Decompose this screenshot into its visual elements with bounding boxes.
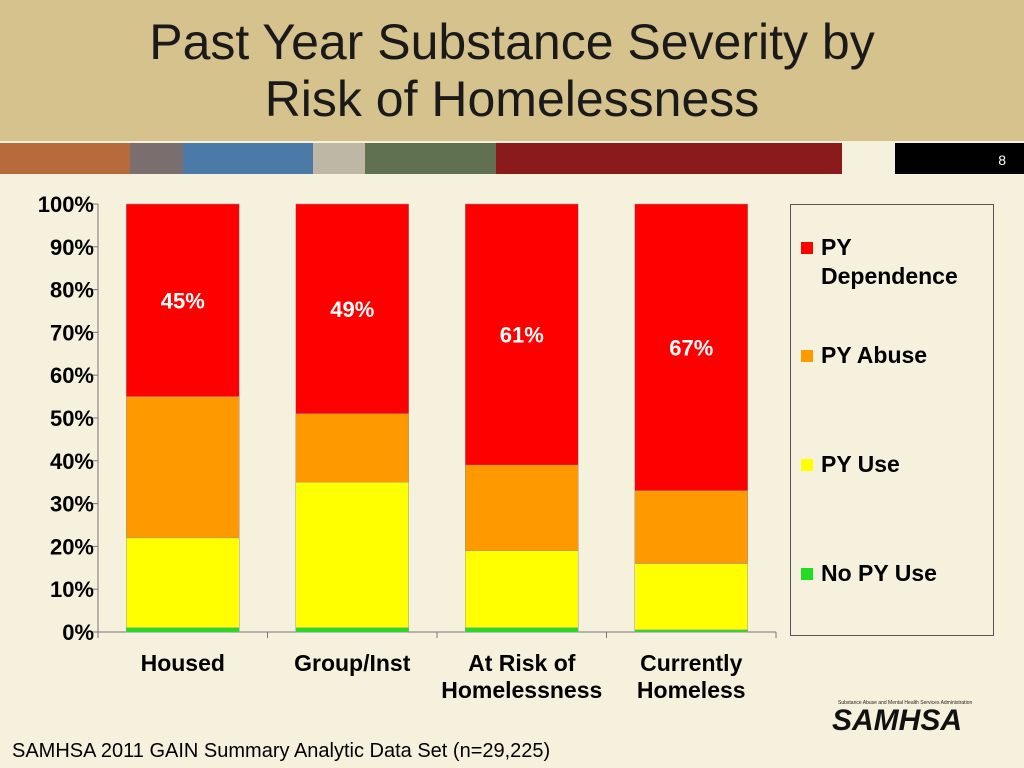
y-tick-label: 30% — [50, 492, 94, 517]
y-tick-label: 20% — [50, 534, 94, 559]
strip — [496, 143, 842, 174]
logo: SAMHSA — [832, 704, 963, 737]
bar-segment — [465, 627, 579, 633]
value-label: 67% — [669, 335, 713, 360]
legend-swatch — [801, 568, 813, 580]
y-tick-label: 50% — [50, 406, 94, 431]
legend-label: PY Abuse — [821, 342, 928, 368]
legend-swatch — [801, 242, 813, 254]
strip — [313, 143, 365, 174]
legend-item: PY Dependence — [801, 233, 991, 291]
page-number: 8 — [895, 143, 1024, 174]
bar-segment — [126, 396, 240, 539]
y-tick-label: 90% — [50, 235, 94, 260]
legend-label: PY Dependence — [821, 234, 958, 289]
value-label: 49% — [330, 297, 374, 322]
y-tick-label: 70% — [50, 320, 94, 345]
bar-segment — [634, 490, 748, 564]
footnote: SAMHSA 2011 GAIN Summary Analytic Data S… — [12, 740, 551, 762]
legend-item: PY Abuse — [801, 341, 991, 370]
bar-segment — [465, 464, 579, 551]
logo-caption: Substance Abuse and Mental Health Servic… — [838, 700, 973, 706]
bar-segment — [465, 203, 579, 466]
strip — [183, 143, 313, 174]
bar-segment — [295, 481, 409, 628]
x-tick-label: At Risk of Homelessness — [441, 650, 603, 703]
legend-label: PY Use — [821, 451, 900, 477]
bar-segment — [634, 563, 748, 631]
bar-segment — [126, 627, 240, 633]
legend-item: No PY Use — [801, 559, 991, 588]
title-band: Past Year Substance Severity by Risk of … — [0, 0, 1024, 141]
bar-segment — [295, 203, 409, 414]
y-tick-label: 80% — [50, 278, 94, 303]
x-tick-label: Housed — [140, 650, 225, 676]
strip — [130, 143, 183, 174]
bar-segment — [295, 413, 409, 483]
bar-segment — [295, 627, 409, 633]
chart-title: Past Year Substance Severity by Risk of … — [149, 14, 875, 127]
legend: PY Dependence PY Abuse PY Use No PY Use — [790, 204, 994, 636]
bar-segment — [126, 537, 240, 628]
y-tick-label: 40% — [50, 449, 94, 474]
y-tick-label: 100% — [38, 192, 94, 217]
x-tick-label: Currently Homeless — [636, 650, 746, 703]
legend-label: No PY Use — [821, 560, 937, 586]
legend-swatch — [801, 350, 813, 362]
y-tick-label: 60% — [50, 363, 94, 388]
legend-swatch — [801, 459, 813, 471]
strip — [365, 143, 496, 174]
bar-segment — [634, 629, 748, 633]
value-label: 45% — [161, 288, 205, 313]
legend-item: PY Use — [801, 450, 991, 479]
y-tick-label: 10% — [50, 577, 94, 602]
bar-segment — [126, 203, 240, 397]
strip — [0, 143, 130, 174]
bar-segment — [465, 550, 579, 628]
y-tick-label: 0% — [62, 620, 94, 645]
x-tick-label: Group/Inst — [294, 650, 411, 676]
bar-segment — [634, 203, 748, 492]
value-label: 61% — [500, 323, 544, 348]
